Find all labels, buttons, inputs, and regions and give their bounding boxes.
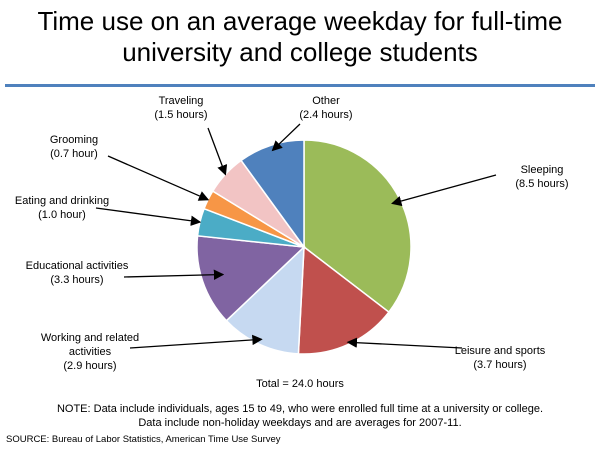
leader-arrow-traveling xyxy=(207,127,228,176)
leader-arrow-other xyxy=(271,123,301,152)
chart-title-line-2: university and college students xyxy=(122,37,478,67)
source-text: SOURCE: Bureau of Labor Statistics, Amer… xyxy=(6,434,281,445)
total-label: Total = 24.0 hours xyxy=(256,378,344,390)
label-educational-name: Educational activities xyxy=(25,260,129,272)
pie-slices xyxy=(196,139,412,355)
chart-title: Time use on an average weekday for full-… xyxy=(0,6,600,68)
label-other-value: (2.4 hours) xyxy=(299,109,353,121)
pie-slice-other xyxy=(240,139,305,250)
label-working-name-2: activities xyxy=(68,346,112,358)
label-educational: Educational activities (3.3 hours) xyxy=(26,259,129,287)
label-traveling-value: (1.5 hours) xyxy=(154,109,208,121)
label-working-name-1: Working and related xyxy=(40,332,140,344)
label-eating-and-drinking: Eating and drinking (1.0 hour) xyxy=(15,194,109,222)
leader-arrow-leisure-and-sports xyxy=(346,337,463,349)
leader-arrow-sleeping xyxy=(391,174,497,207)
note-line-2: Data include non-holiday weekdays and ar… xyxy=(138,417,462,429)
pie-slice-educational xyxy=(196,234,306,322)
label-sleeping: Sleeping (8.5 hours) xyxy=(515,163,568,191)
label-traveling-name: Traveling xyxy=(158,95,204,107)
title-divider xyxy=(5,84,595,87)
label-traveling: Traveling (1.5 hours) xyxy=(154,94,207,122)
label-grooming-value: (0.7 hour) xyxy=(50,148,98,160)
leader-arrows xyxy=(95,123,497,349)
chart-title-line-1: Time use on an average weekday for full-… xyxy=(37,6,563,36)
label-other-name: Other xyxy=(312,95,340,107)
label-eating-name: Eating and drinking xyxy=(14,195,110,207)
label-eating-value: (1.0 hour) xyxy=(38,209,86,221)
label-educational-value: (3.3 hours) xyxy=(50,274,104,286)
label-leisure-and-sports: Leisure and sports (3.7 hours) xyxy=(455,344,546,372)
note-line-1: NOTE: Data include individuals, ages 15 … xyxy=(56,403,544,415)
label-grooming-name: Grooming xyxy=(49,134,99,146)
label-working-value: (2.9 hours) xyxy=(63,360,117,372)
label-working: Working and related activities (2.9 hour… xyxy=(41,331,139,373)
leader-arrow-working xyxy=(129,334,263,349)
label-grooming: Grooming (0.7 hour) xyxy=(50,133,98,161)
leader-arrow-eating-and-drinking xyxy=(95,207,202,226)
label-other: Other (2.4 hours) xyxy=(299,94,352,122)
leader-arrow-educational xyxy=(123,269,225,280)
label-sleeping-name: Sleeping xyxy=(520,164,564,176)
note: NOTE: Data include individuals, ages 15 … xyxy=(0,402,600,430)
label-sleeping-value: (8.5 hours) xyxy=(515,178,569,190)
label-leisure-value: (3.7 hours) xyxy=(473,359,527,371)
leader-arrow-grooming xyxy=(107,155,210,201)
label-leisure-name: Leisure and sports xyxy=(454,345,546,357)
